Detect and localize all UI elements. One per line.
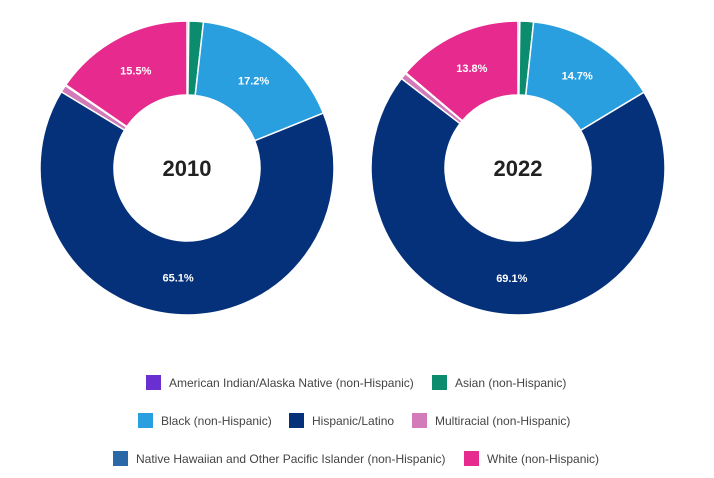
slice-hispanic-latino[interactable] [370,77,666,316]
slice-hispanic-latino[interactable] [39,90,335,316]
slice-label: 15.5% [120,66,151,78]
slice-label: 14.7% [562,70,593,82]
donut-chart-2022: 14.7% 69.1% 13.8% 2022 [370,20,666,316]
slice-label: 69.1% [496,273,527,285]
slice-white-non-hispanic[interactable] [64,20,188,128]
slice-label: 17.2% [238,75,269,87]
center-year-label: 2010 [163,156,212,181]
slice-label: 65.1% [162,273,193,285]
center-year-label: 2022 [494,156,543,181]
slice-white-non-hispanic[interactable] [404,20,519,122]
donut-chart-2010: 17.2% 65.1% 15.5% 2010 [39,20,335,316]
slice-label: 13.8% [456,63,487,75]
